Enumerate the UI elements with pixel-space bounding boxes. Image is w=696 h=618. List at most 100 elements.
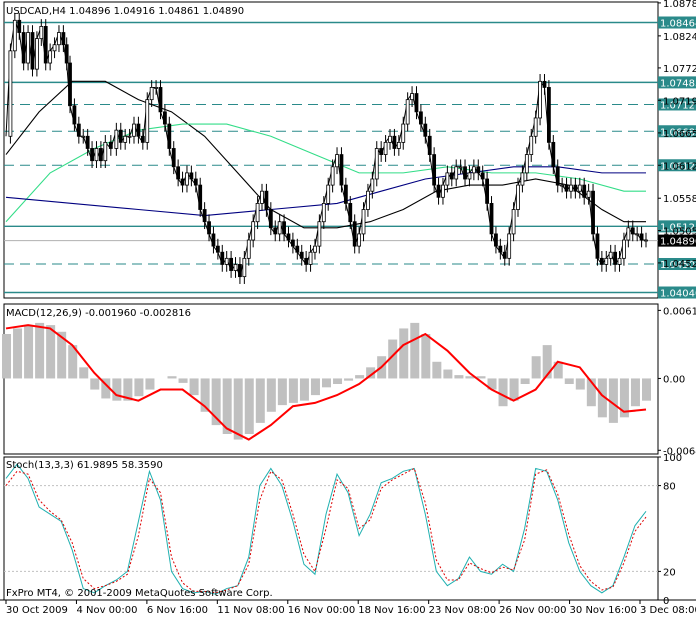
macd-histogram-bar bbox=[630, 378, 640, 407]
y-tick-label: 0.00 bbox=[663, 374, 685, 385]
y-tick-label: 20 bbox=[663, 567, 676, 578]
candle-body bbox=[546, 87, 551, 143]
macd-histogram-bar bbox=[399, 328, 409, 379]
candle-body bbox=[61, 32, 66, 46]
candle-body bbox=[591, 190, 595, 235]
candle-body bbox=[608, 251, 613, 259]
candle-body bbox=[57, 32, 61, 46]
candle-body bbox=[335, 154, 339, 168]
macd-histogram-bar bbox=[299, 378, 309, 401]
x-tick-label: 4 Nov 00:00 bbox=[76, 605, 137, 616]
y-tick-label: 100 bbox=[663, 453, 682, 464]
candle-body bbox=[290, 239, 295, 247]
candle-body bbox=[264, 190, 269, 210]
candle-body bbox=[343, 184, 348, 204]
x-tick-label: 26 Nov 00:00 bbox=[499, 605, 566, 616]
candle-body bbox=[251, 221, 256, 241]
candle-body bbox=[436, 184, 441, 198]
candle-body bbox=[405, 99, 410, 125]
candle-body bbox=[132, 123, 136, 137]
macd-histogram-bar bbox=[68, 345, 78, 379]
candle-body bbox=[622, 239, 626, 259]
macd-histogram-bar bbox=[134, 378, 144, 397]
candle-body bbox=[511, 209, 516, 235]
x-tick-label: 30 Oct 2009 bbox=[6, 605, 68, 616]
candle-body bbox=[352, 221, 357, 247]
candle-body bbox=[383, 141, 388, 155]
candle-body bbox=[339, 154, 344, 186]
candle-body bbox=[644, 239, 648, 242]
x-tick-label: 30 Nov 16:00 bbox=[570, 605, 637, 616]
candle-body bbox=[569, 184, 573, 192]
candle-body bbox=[494, 233, 498, 247]
macd-signal-line bbox=[5, 324, 647, 441]
x-tick-label: 18 Nov 16:00 bbox=[358, 605, 425, 616]
macd-histogram-bar bbox=[244, 378, 254, 434]
macd-histogram-bar bbox=[366, 367, 376, 379]
stoch-series-1 bbox=[5, 467, 647, 594]
candle-body bbox=[68, 62, 72, 107]
candle-body bbox=[12, 19, 17, 52]
candle-body bbox=[533, 117, 538, 137]
candle-body bbox=[471, 166, 476, 174]
stoch-title: Stoch(13,3,3) 61.9895 58.3590 bbox=[6, 460, 163, 471]
candle-body bbox=[524, 154, 529, 174]
candle-body bbox=[162, 111, 167, 125]
candle-body bbox=[8, 50, 13, 137]
macd-histogram-bar bbox=[608, 378, 618, 423]
macd-panel[interactable] bbox=[2, 322, 651, 441]
candle-body bbox=[255, 203, 260, 223]
y-tick-label: 1.07720 bbox=[663, 64, 696, 75]
macd-histogram-bar bbox=[288, 378, 298, 403]
y-tick-label: 1.05585 bbox=[663, 194, 696, 205]
macd-histogram-bar bbox=[46, 325, 56, 379]
y-tick-label: 1.04525 bbox=[663, 259, 696, 270]
level-price-label-7: 1.04040 bbox=[660, 289, 696, 300]
macd-histogram-bar bbox=[586, 378, 596, 407]
macd-histogram-bar bbox=[498, 378, 508, 407]
candle-body bbox=[233, 264, 238, 271]
macd-histogram-bar bbox=[200, 378, 210, 412]
level-price-label-3: 1.06682 bbox=[660, 127, 696, 138]
candle-body bbox=[282, 221, 286, 235]
candle-body bbox=[613, 251, 618, 265]
candle-body bbox=[202, 209, 207, 223]
candle-body bbox=[90, 148, 94, 162]
candle-body bbox=[108, 141, 113, 149]
candle-body bbox=[498, 245, 503, 253]
macd-histogram-bar bbox=[344, 378, 354, 381]
level-price-label-0: 1.08464 bbox=[660, 19, 696, 30]
macd-histogram-bar bbox=[266, 378, 276, 412]
stoch-panel[interactable] bbox=[4, 463, 658, 595]
candle-body bbox=[260, 190, 264, 204]
candle-body bbox=[595, 233, 600, 259]
level-price-box-7 bbox=[658, 286, 696, 299]
candle-body bbox=[463, 166, 467, 180]
candle-body bbox=[573, 184, 578, 192]
candle-body bbox=[538, 80, 542, 119]
candle-body bbox=[34, 38, 39, 70]
macd-histogram-bar bbox=[123, 378, 133, 401]
macd-histogram-bar bbox=[112, 378, 122, 401]
candle-body bbox=[242, 257, 247, 278]
candle-body bbox=[140, 135, 145, 143]
macd-histogram-bar bbox=[410, 322, 420, 379]
macd-histogram-bar bbox=[465, 376, 475, 379]
candle-body bbox=[17, 19, 22, 33]
candle-body bbox=[423, 123, 428, 137]
candle-body bbox=[76, 123, 81, 137]
candle-body bbox=[229, 257, 234, 271]
macd-histogram-bar bbox=[255, 378, 265, 423]
candle-body bbox=[396, 141, 401, 149]
candle-body bbox=[357, 233, 362, 247]
candle-body bbox=[154, 87, 158, 89]
candle-body bbox=[273, 227, 278, 235]
y-tick-label: 0 bbox=[663, 596, 669, 607]
candle-body bbox=[224, 257, 229, 265]
macd-histogram-bar bbox=[333, 378, 343, 384]
candle-body bbox=[123, 135, 128, 143]
candle-body bbox=[64, 44, 69, 64]
candle-body bbox=[72, 105, 77, 125]
